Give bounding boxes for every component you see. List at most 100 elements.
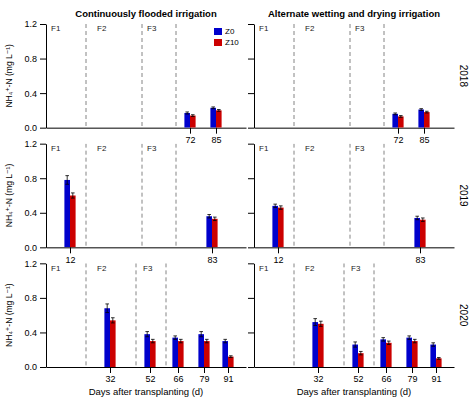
y-tick-mark	[248, 144, 254, 145]
y-tick-mark	[248, 367, 254, 368]
annotation: F2	[97, 264, 107, 273]
x-tick-label: 85	[211, 135, 221, 145]
bar	[222, 341, 228, 367]
y-axis-line	[254, 264, 255, 368]
annotation: F1	[259, 264, 269, 273]
bar	[216, 110, 222, 127]
annotation: F2	[305, 24, 315, 33]
y-axis: 0.00.40.81.2	[24, 19, 46, 133]
x-tick: 79	[199, 367, 209, 384]
x-axis: 12 83	[47, 247, 247, 264]
x-tick-label: 79	[407, 374, 417, 384]
annotation: F3	[147, 24, 157, 33]
error-bar	[437, 357, 441, 359]
y-axis	[248, 25, 255, 129]
error-bar	[173, 336, 177, 339]
y-tick-label: 1.2	[24, 139, 37, 149]
y-tick-mark	[248, 213, 254, 214]
x-tick-mark	[436, 367, 437, 373]
x-axis-label: Days after transplanting (d)	[297, 386, 412, 397]
x-tick-mark	[278, 247, 279, 253]
y-tick-mark	[40, 213, 46, 214]
error-bar	[313, 319, 317, 326]
x-tick-label: 72	[185, 135, 195, 145]
y-tick: 0.8	[24, 54, 46, 64]
x-tick: 91	[223, 367, 233, 384]
y-tick: 0.4	[24, 328, 46, 338]
y-tick	[248, 128, 254, 129]
plot-area	[294, 263, 442, 367]
y-tick	[248, 263, 254, 264]
dashed-line	[350, 24, 351, 128]
bar-series	[64, 176, 212, 248]
error-bar	[111, 318, 115, 323]
bar	[418, 110, 424, 128]
x-tick-label: 91	[223, 374, 233, 384]
x-tick: 12	[65, 247, 75, 264]
x-tick: 79	[407, 367, 417, 384]
y-tick	[248, 59, 254, 60]
x-tick-label: 91	[431, 374, 441, 384]
x-axis-line	[255, 367, 455, 368]
bar-series	[190, 110, 222, 128]
y-tick-mark	[40, 332, 46, 333]
dashed-line	[294, 24, 295, 128]
y-tick: 0.8	[24, 174, 46, 184]
x-tick-mark	[424, 128, 425, 134]
bar	[184, 113, 190, 128]
x-axis-line	[47, 367, 247, 368]
error-bar	[191, 115, 195, 117]
x-tick-mark	[228, 367, 229, 373]
y-axis: 0.00.40.81.2	[24, 259, 46, 373]
dashed-line	[86, 24, 87, 128]
error-bar	[319, 321, 323, 326]
error-bar	[381, 338, 385, 341]
error-bar	[179, 339, 183, 342]
x-tick: 52	[353, 367, 363, 384]
y-tick-mark	[248, 298, 254, 299]
plot-area	[272, 144, 425, 248]
legend-swatch	[214, 28, 222, 35]
y-tick-mark	[248, 332, 254, 333]
y-tick: 1.2	[24, 139, 46, 149]
x-tick: 83	[207, 247, 217, 264]
y-axis-line	[46, 264, 47, 368]
error-bar	[199, 332, 203, 337]
annotation: F1	[51, 264, 61, 273]
dashed-line	[142, 144, 143, 248]
y-tick-label: 0.0	[24, 243, 37, 253]
x-tick-label: 32	[105, 374, 115, 384]
dashed-line	[166, 263, 167, 367]
y-axis-line	[46, 25, 47, 129]
x-axis: 72 85	[47, 128, 247, 145]
bar	[352, 345, 358, 367]
bar-series	[110, 318, 234, 367]
error-bar	[421, 218, 425, 221]
annotation: F3	[355, 144, 365, 153]
y-tick: 0.0	[24, 123, 46, 133]
x-tick: 32	[105, 367, 115, 384]
error-bar	[279, 206, 283, 209]
dashed-line	[294, 263, 295, 367]
error-bar	[407, 336, 411, 339]
bar	[104, 308, 110, 367]
error-bar	[273, 204, 277, 207]
error-bar	[359, 351, 363, 354]
bar	[212, 219, 218, 248]
x-tick-label: 72	[393, 135, 403, 145]
error-bar	[413, 339, 417, 342]
error-bar	[425, 111, 429, 113]
x-tick-label: 12	[273, 255, 283, 265]
y-axis-label: NH₄⁺-N (mg L⁻¹)	[4, 164, 14, 228]
bar	[430, 345, 436, 367]
bar	[64, 180, 70, 247]
y-tick-label: 0.0	[24, 362, 37, 372]
annotation: F1	[51, 24, 61, 33]
plot-area	[294, 24, 430, 128]
x-tick: 91	[431, 367, 441, 384]
title: Continuously flooded irrigation	[75, 8, 217, 19]
bar	[110, 320, 116, 367]
panel: 32526679910.00.40.81.2F1F2F3Days after t…	[4, 259, 247, 397]
error-bar	[213, 217, 217, 220]
subtitle: 2018	[458, 65, 469, 88]
